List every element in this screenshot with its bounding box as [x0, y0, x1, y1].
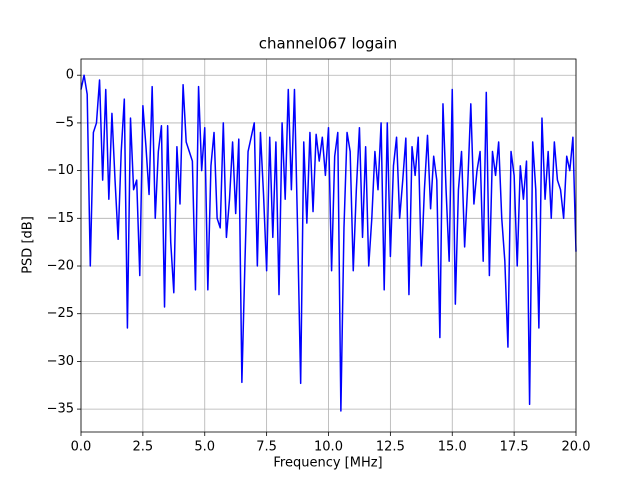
y-tick-label: −20 [47, 259, 74, 274]
x-tick-label: 15.0 [438, 440, 467, 455]
y-axis-label: PSD [dB] [21, 216, 36, 274]
x-tick-label: 10.0 [314, 440, 343, 455]
x-tick-label: 5.0 [194, 440, 215, 455]
grid [80, 59, 577, 432]
y-tick-label: −35 [47, 402, 74, 417]
x-tick-label: 0.0 [71, 440, 92, 455]
y-tick-label: −10 [47, 163, 74, 178]
data-line [80, 74, 577, 412]
x-tick-label: 2.5 [133, 440, 154, 455]
y-tick-label: 0 [66, 68, 74, 83]
x-tick-label: 12.5 [376, 440, 405, 455]
x-tick-label: 20.0 [562, 440, 591, 455]
x-tick-label: 7.5 [256, 440, 277, 455]
y-tick-label: −5 [55, 115, 74, 130]
y-tick-label: −30 [47, 354, 74, 369]
plot [80, 74, 577, 412]
x-tick-label: 17.5 [500, 440, 529, 455]
y-tick-label: −25 [47, 306, 74, 321]
y-tick-label: −15 [47, 211, 74, 226]
chart-title: channel067 logain [259, 35, 398, 53]
x-axis-label: Frequency [MHz] [273, 456, 382, 471]
